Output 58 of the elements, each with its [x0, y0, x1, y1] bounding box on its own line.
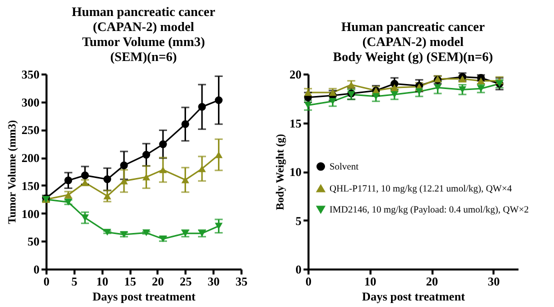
- y-tick-label: 20: [290, 68, 302, 82]
- y-axis-title: Tumor Volume (mm3): [6, 120, 18, 224]
- x-tick-label: 20: [152, 274, 164, 288]
- point: [198, 103, 206, 111]
- x-tick-label: 35: [236, 274, 248, 288]
- point: [103, 192, 112, 200]
- point: [328, 98, 337, 105]
- legend-label: QHL-P1711, 10 mg/kg (12.21 umol/kg), QW×4: [330, 184, 512, 194]
- point: [142, 150, 150, 159]
- point: [181, 176, 190, 184]
- x-tick-label: 10: [96, 274, 108, 288]
- point: [415, 88, 424, 95]
- y-tick-label: 250: [22, 123, 40, 138]
- y-tick-label: 300: [22, 95, 40, 110]
- x-tick-label: 0: [306, 274, 312, 288]
- y-tick-label: 0: [296, 262, 302, 276]
- y-tick-label: 10: [290, 165, 302, 179]
- point: [434, 84, 442, 92]
- point: [390, 91, 398, 98]
- x-tick-label: 15: [124, 274, 136, 288]
- y-axis-title: Body Weight (g): [274, 134, 286, 210]
- x-axis-title: Days post treatment: [92, 290, 196, 304]
- point: [181, 120, 190, 128]
- x-tick-label: 0: [44, 274, 50, 288]
- y-tick-label: 150: [22, 178, 40, 193]
- point: [372, 93, 380, 100]
- point: [81, 214, 89, 222]
- point: [120, 178, 128, 184]
- point: [198, 165, 206, 172]
- legend-label: IMD2146, 10 mg/kg (Payload: 0.4 umol/kg), QW×2: [330, 206, 530, 216]
- point: [142, 174, 150, 180]
- x-tick-label: 5: [71, 274, 78, 288]
- x-axis-title: Days post treatment: [362, 290, 466, 304]
- chart-title: Human pancreatic cancer (CAPAN-2) model Body Weight (g) (SEM)(n=6): [333, 19, 493, 64]
- point: [81, 172, 89, 180]
- chart-title: Human pancreatic cancer (CAPAN-2) model Tumor Volume (mm3) (SEM)(n=6): [72, 4, 216, 64]
- point: [103, 175, 112, 184]
- y-tick-label: 50: [28, 234, 40, 249]
- y-tick-label: 100: [22, 206, 40, 221]
- point: [159, 140, 167, 148]
- point: [214, 96, 223, 104]
- y-tick-label: 5: [296, 214, 302, 228]
- y-tick-label: 0: [34, 262, 40, 276]
- x-tick-label: 25: [180, 274, 192, 288]
- point: [214, 151, 223, 158]
- y-tick-label: 15: [290, 116, 302, 130]
- x-tick-label: 20: [426, 274, 438, 288]
- y-tick-label: 350: [22, 68, 40, 82]
- point: [477, 85, 485, 92]
- point: [214, 222, 223, 230]
- point: [64, 176, 72, 184]
- point: [120, 162, 128, 170]
- legend-label: Solvent: [330, 162, 359, 172]
- point: [458, 86, 466, 93]
- x-tick-label: 30: [208, 274, 220, 288]
- x-tick-label: 10: [364, 274, 376, 288]
- y-tick-label: 200: [22, 151, 40, 166]
- x-tick-label: 30: [488, 274, 500, 288]
